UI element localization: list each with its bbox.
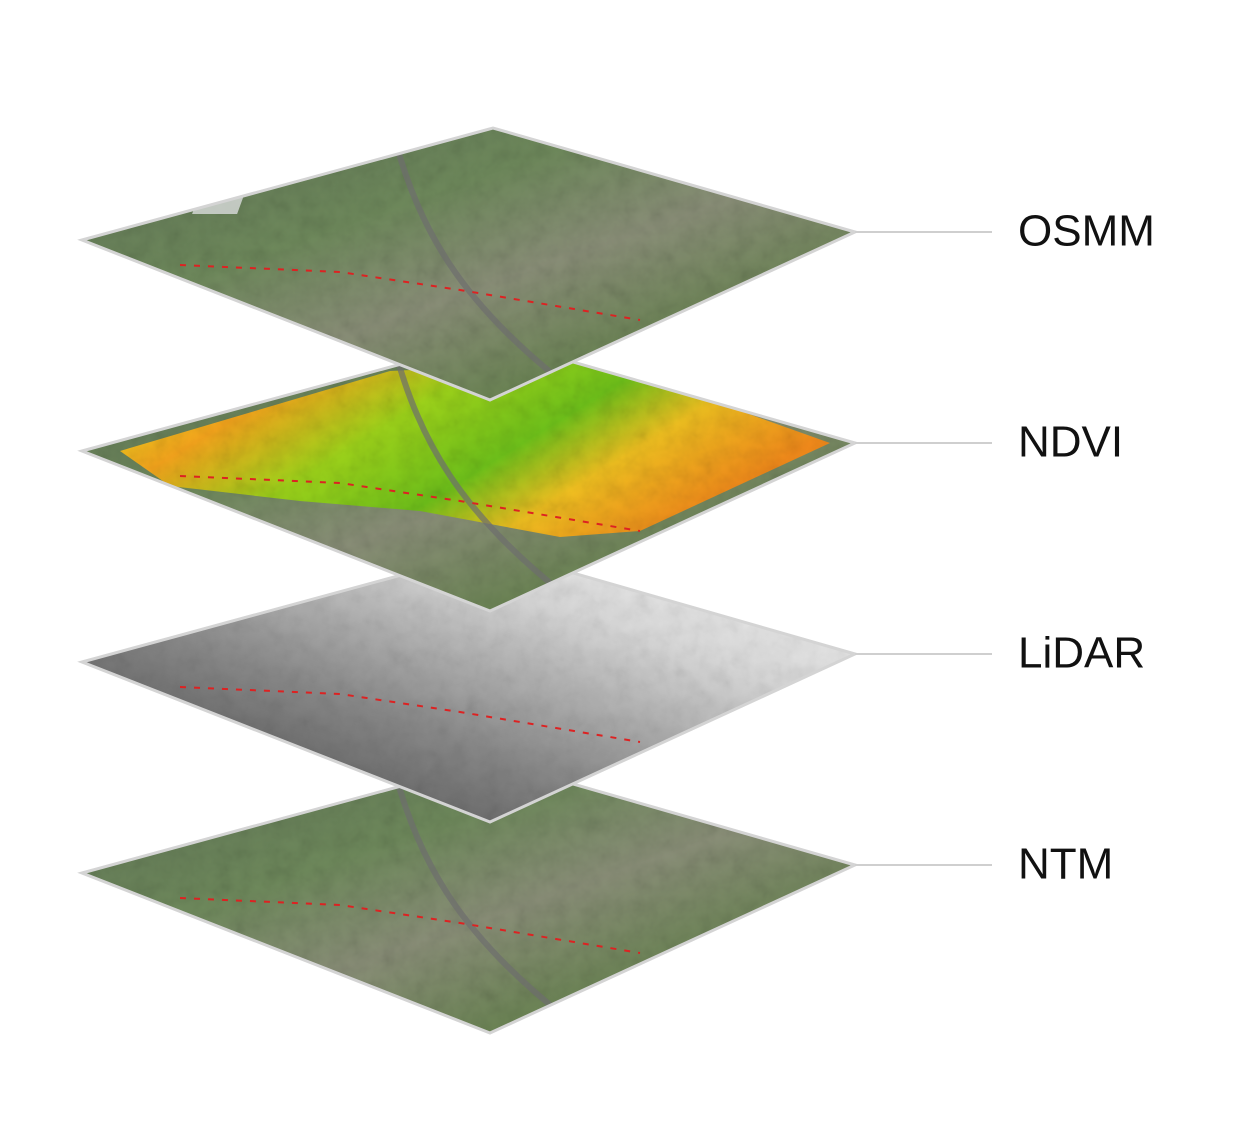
road	[392, 772, 562, 1016]
road	[392, 139, 562, 383]
layer-label: LiDAR	[1018, 629, 1145, 678]
layer-stack	[0, 126, 860, 1035]
building	[0, 829, 13, 847]
texture	[82, 128, 855, 400]
road	[392, 350, 562, 594]
layer-label: NTM	[1018, 840, 1113, 889]
layer-label: OSMM	[1018, 207, 1155, 256]
building	[115, 407, 167, 425]
map-layer	[82, 128, 855, 400]
map-layer	[0, 761, 855, 1033]
layer-label: NDVI	[1018, 418, 1123, 467]
